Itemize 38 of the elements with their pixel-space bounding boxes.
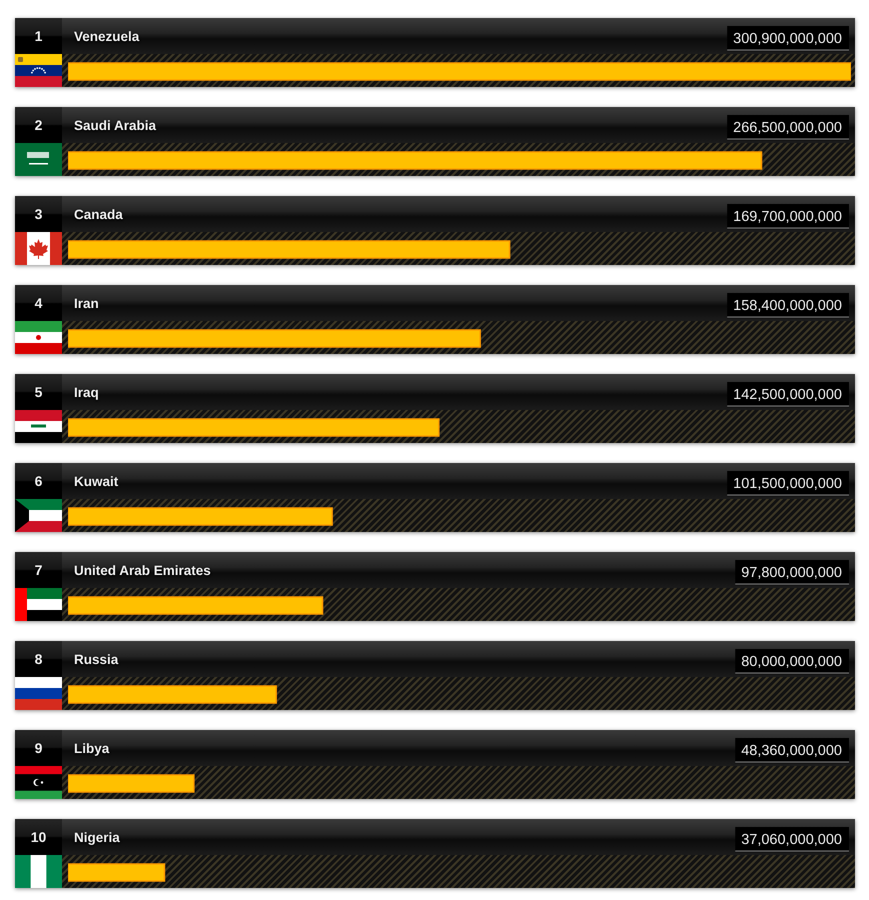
data-label: 266,500,000,000 <box>733 120 842 136</box>
y-tick-label: Nigeria <box>74 830 120 845</box>
text: 5 <box>34 384 43 400</box>
text: 2 <box>34 117 43 133</box>
text: 3 <box>34 206 43 222</box>
text: 6 <box>34 473 43 489</box>
y-tick-label: Libya <box>74 741 110 756</box>
data-label: 80,000,000,000 <box>741 654 842 670</box>
bar <box>68 240 510 259</box>
y-tick-label: Saudi Arabia <box>74 118 157 133</box>
y-tick-label: Russia <box>74 652 119 667</box>
data-label: 300,900,000,000 <box>733 31 842 47</box>
text: 8 <box>34 651 43 667</box>
data-label: 101,500,000,000 <box>733 476 842 492</box>
bar <box>68 685 277 704</box>
y-tick-label: Canada <box>74 207 124 222</box>
y-tick-label: Iran <box>74 296 99 311</box>
y-tick-label: Iraq <box>74 385 99 400</box>
bar <box>68 507 333 526</box>
text: 10 <box>30 829 46 845</box>
bar <box>68 329 481 348</box>
y-tick-label: Kuwait <box>74 474 119 489</box>
data-label: 37,060,000,000 <box>741 832 842 848</box>
bar <box>68 774 195 793</box>
text: 4 <box>34 295 43 311</box>
data-label: 97,800,000,000 <box>741 565 842 581</box>
text: 1 <box>34 28 43 44</box>
data-label: 142,500,000,000 <box>733 387 842 403</box>
data-label: 158,400,000,000 <box>733 298 842 314</box>
bar <box>68 596 324 615</box>
y-tick-label: Venezuela <box>74 29 140 44</box>
data-label: 169,700,000,000 <box>733 209 842 225</box>
text: 9 <box>34 740 43 756</box>
data-label: 48,360,000,000 <box>741 743 842 759</box>
y-tick-label: United Arab Emirates <box>74 563 211 578</box>
bar <box>68 863 166 882</box>
bar <box>68 418 440 437</box>
text: 7 <box>34 562 43 578</box>
